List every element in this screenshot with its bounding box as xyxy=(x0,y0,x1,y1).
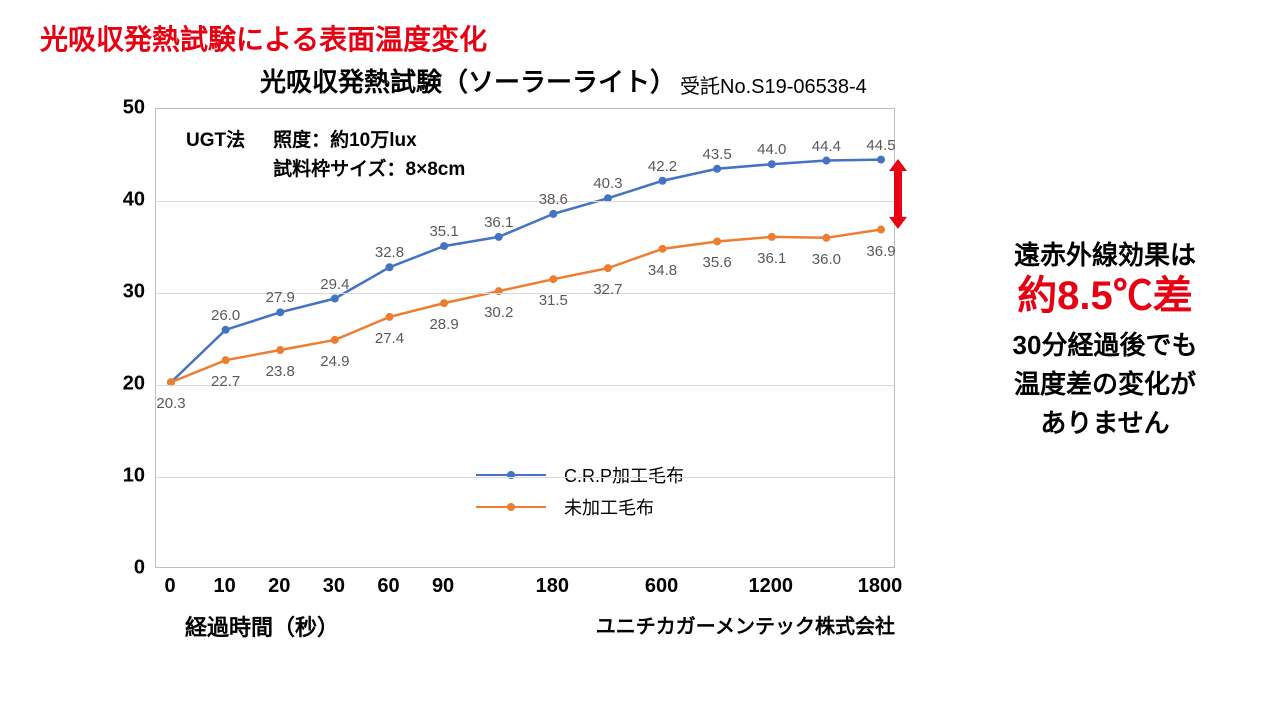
value-label: 28.9 xyxy=(429,316,458,333)
value-label: 20.3 xyxy=(156,395,185,412)
value-label: 32.7 xyxy=(593,281,622,298)
x-tick: 30 xyxy=(323,575,345,598)
x-tick: 10 xyxy=(213,575,235,598)
x-tick: 600 xyxy=(645,575,678,598)
legend-label-2: 未加工毛布 xyxy=(564,494,654,520)
value-label: 29.4 xyxy=(320,276,349,293)
value-label: 36.1 xyxy=(484,214,513,231)
x-tick: 1800 xyxy=(858,575,903,598)
y-tick: 30 xyxy=(110,281,145,304)
value-label: 34.8 xyxy=(648,262,677,279)
y-tick: 20 xyxy=(110,373,145,396)
value-label: 32.8 xyxy=(375,244,404,261)
legend-swatch-1 xyxy=(476,474,546,477)
plot-area: UGT法照度：約10万lux UGT法試料枠サイズ：8×8cm C.R.P加工毛… xyxy=(155,108,895,568)
y-tick: 10 xyxy=(110,465,145,488)
value-label: 44.4 xyxy=(812,138,841,155)
value-label: 40.3 xyxy=(593,175,622,192)
legend-item-2: 未加工毛布 xyxy=(476,491,684,523)
x-axis-label: 経過時間（秒） xyxy=(185,610,339,642)
legend-swatch-2 xyxy=(476,506,546,509)
x-tick: 20 xyxy=(268,575,290,598)
chart-container: 試料表面温度（℃） UGT法照度：約10万lux UGT法試料枠サイズ：8×8c… xyxy=(100,100,910,660)
source-credit: ユニチカガーメンテック株式会社 xyxy=(596,610,895,639)
callout-diff: 約8.5℃差 xyxy=(950,272,1260,320)
x-tick: 60 xyxy=(377,575,399,598)
value-label: 35.1 xyxy=(429,223,458,240)
value-label: 44.5 xyxy=(866,137,895,154)
value-label: 23.8 xyxy=(266,363,295,380)
value-label: 36.0 xyxy=(812,251,841,268)
callout-note: 30分経過後でも 温度差の変化が ありません xyxy=(950,326,1260,443)
side-callout: 遠赤外線効果は 約8.5℃差 30分経過後でも 温度差の変化が ありません xyxy=(950,235,1260,443)
y-tick: 40 xyxy=(110,189,145,212)
value-label: 44.0 xyxy=(757,141,786,158)
value-label: 35.6 xyxy=(703,254,732,271)
reference-number: 受託No.S19-06538-4 xyxy=(680,70,867,99)
value-label: 42.2 xyxy=(648,158,677,175)
x-tick: 90 xyxy=(432,575,454,598)
value-label: 26.0 xyxy=(211,307,240,324)
y-tick: 0 xyxy=(110,557,145,580)
legend-label-1: C.R.P加工毛布 xyxy=(564,462,684,488)
legend-item-1: C.R.P加工毛布 xyxy=(476,459,684,491)
callout-line1: 遠赤外線効果は xyxy=(950,235,1260,272)
value-label: 27.4 xyxy=(375,330,404,347)
chart-title: 光吸収発熱試験（ソーラーライト） xyxy=(260,62,676,99)
y-tick: 50 xyxy=(110,97,145,120)
value-label: 38.6 xyxy=(539,191,568,208)
main-title: 光吸収発熱試験による表面温度変化 xyxy=(40,18,487,58)
x-tick: 0 xyxy=(164,575,175,598)
value-label: 31.5 xyxy=(539,292,568,309)
value-label: 36.9 xyxy=(866,243,895,260)
value-label: 43.5 xyxy=(703,146,732,163)
value-label: 24.9 xyxy=(320,353,349,370)
legend: C.R.P加工毛布 未加工毛布 xyxy=(476,459,684,523)
value-label: 36.1 xyxy=(757,250,786,267)
value-label: 22.7 xyxy=(211,373,240,390)
value-label: 30.2 xyxy=(484,304,513,321)
x-tick: 180 xyxy=(536,575,569,598)
difference-arrow xyxy=(889,159,907,229)
value-label: 27.9 xyxy=(266,289,295,306)
x-tick: 1200 xyxy=(749,575,794,598)
